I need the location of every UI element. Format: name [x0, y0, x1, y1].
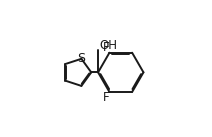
Text: F: F [103, 41, 110, 54]
Text: S: S [77, 52, 85, 65]
Text: OH: OH [99, 39, 117, 52]
Text: F: F [103, 91, 110, 104]
